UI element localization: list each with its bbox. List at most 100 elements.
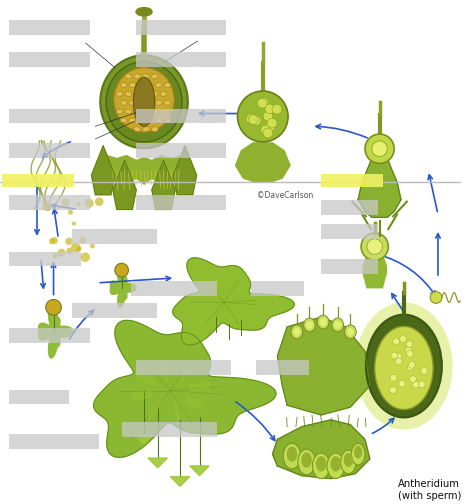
Circle shape [419, 381, 425, 388]
Circle shape [84, 199, 94, 208]
Ellipse shape [125, 91, 132, 96]
Circle shape [407, 350, 413, 357]
Ellipse shape [135, 7, 153, 17]
Ellipse shape [367, 239, 383, 255]
Circle shape [393, 338, 400, 345]
Circle shape [58, 248, 65, 257]
Circle shape [95, 198, 103, 206]
Bar [9, 143, 90, 158]
Ellipse shape [304, 318, 315, 332]
Ellipse shape [146, 83, 153, 88]
Circle shape [259, 98, 269, 107]
Text: ©DaveCarlson: ©DaveCarlson [257, 192, 314, 201]
Circle shape [395, 358, 402, 365]
Ellipse shape [330, 456, 341, 472]
Bar [72, 229, 157, 244]
Bar [9, 20, 90, 35]
Circle shape [421, 367, 428, 374]
Circle shape [68, 210, 73, 215]
Circle shape [410, 375, 416, 383]
Circle shape [43, 202, 48, 208]
Bar [320, 200, 378, 215]
Ellipse shape [151, 74, 158, 79]
Bar [9, 390, 69, 405]
Bar [136, 360, 231, 375]
Circle shape [251, 115, 261, 125]
Circle shape [115, 263, 128, 277]
Circle shape [49, 238, 55, 244]
Circle shape [81, 253, 90, 262]
Circle shape [66, 248, 73, 255]
Ellipse shape [351, 444, 365, 465]
Bar [320, 224, 378, 239]
Bar [136, 143, 226, 158]
Polygon shape [190, 466, 209, 476]
Ellipse shape [134, 127, 141, 132]
Polygon shape [152, 160, 175, 210]
Ellipse shape [155, 100, 162, 105]
Bar [2, 174, 74, 187]
Circle shape [265, 121, 275, 131]
Circle shape [391, 352, 398, 359]
Ellipse shape [301, 453, 312, 468]
Bar [136, 108, 226, 123]
Bar [136, 195, 226, 210]
Ellipse shape [134, 74, 141, 79]
Circle shape [399, 381, 406, 387]
Ellipse shape [143, 109, 149, 114]
Ellipse shape [138, 100, 145, 105]
Text: Antheridium
(with sperm): Antheridium (with sperm) [398, 479, 461, 501]
Ellipse shape [160, 92, 167, 96]
Circle shape [272, 104, 282, 114]
Bar [9, 195, 90, 210]
Ellipse shape [146, 118, 153, 123]
Bar [9, 434, 99, 449]
Ellipse shape [125, 109, 132, 114]
Bar [72, 303, 157, 318]
Bar [251, 281, 304, 296]
Bar [320, 259, 378, 274]
Polygon shape [38, 305, 73, 358]
Ellipse shape [306, 321, 313, 329]
Polygon shape [363, 257, 386, 288]
Circle shape [76, 202, 81, 207]
Ellipse shape [143, 74, 149, 79]
Ellipse shape [366, 314, 442, 417]
Bar [9, 251, 81, 266]
Polygon shape [134, 434, 154, 445]
Ellipse shape [327, 453, 345, 479]
Circle shape [257, 98, 267, 108]
Ellipse shape [372, 141, 387, 157]
Circle shape [79, 236, 86, 243]
Circle shape [390, 387, 396, 394]
Ellipse shape [155, 118, 162, 123]
Ellipse shape [317, 315, 329, 329]
Circle shape [62, 199, 70, 207]
Ellipse shape [164, 118, 171, 123]
Circle shape [65, 237, 73, 245]
Circle shape [407, 364, 414, 371]
Ellipse shape [151, 109, 158, 114]
Polygon shape [100, 156, 188, 185]
Bar [320, 174, 383, 187]
Ellipse shape [120, 118, 127, 123]
Circle shape [405, 347, 412, 354]
Circle shape [430, 292, 442, 303]
Ellipse shape [293, 328, 300, 336]
Ellipse shape [365, 134, 394, 163]
Ellipse shape [312, 453, 330, 479]
Polygon shape [173, 146, 197, 195]
Ellipse shape [133, 77, 155, 127]
Circle shape [52, 253, 58, 259]
Ellipse shape [129, 83, 136, 88]
Polygon shape [110, 268, 136, 307]
Ellipse shape [316, 456, 327, 472]
Ellipse shape [332, 318, 344, 332]
Ellipse shape [138, 83, 145, 88]
Circle shape [261, 125, 271, 135]
Circle shape [77, 246, 82, 250]
Circle shape [72, 221, 76, 226]
Ellipse shape [354, 446, 362, 459]
Ellipse shape [120, 100, 127, 105]
Circle shape [76, 247, 81, 251]
